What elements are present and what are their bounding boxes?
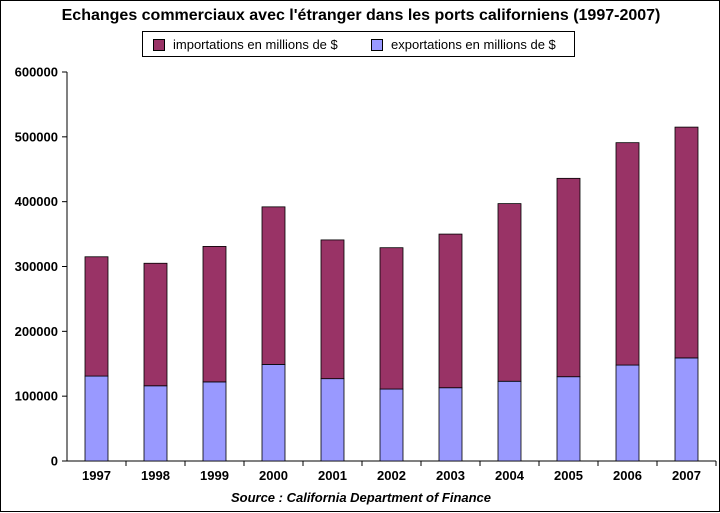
bar-importations-2006 <box>615 142 640 366</box>
bar-exportations-2001 <box>320 378 345 462</box>
chart-title: Echanges commerciaux avec l'étranger dan… <box>61 7 661 24</box>
y-tick-label: 500000 <box>15 129 58 144</box>
bar-exportations-2004 <box>497 380 522 462</box>
bar-exportations-1997 <box>84 375 109 462</box>
chart-legend: importations en millions de $ exportatio… <box>142 31 575 57</box>
bar-exportations-2007 <box>674 357 699 462</box>
legend-item-exportations: exportations en millions de $ <box>371 37 556 52</box>
bar-importations-2000 <box>261 206 286 365</box>
bar-importations-1997 <box>84 256 109 377</box>
x-tick-label: 2001 <box>318 468 347 483</box>
legend-item-importations: importations en millions de $ <box>153 37 338 52</box>
bar-importations-2007 <box>674 126 699 359</box>
y-tick-label: 400000 <box>15 194 58 209</box>
bar-exportations-1998 <box>143 385 168 462</box>
x-tick-label: 2007 <box>672 468 701 483</box>
legend-swatch-exportations <box>371 38 383 51</box>
x-tick-label: 1998 <box>141 468 170 483</box>
legend-swatch-importations <box>153 38 165 51</box>
y-tick-label: 600000 <box>15 65 58 80</box>
bar-exportations-2000 <box>261 363 286 462</box>
y-tick-label: 200000 <box>15 324 58 339</box>
legend-label-exportations: exportations en millions de $ <box>391 37 556 52</box>
y-tick-label: 300000 <box>15 259 58 274</box>
x-tick-label: 1999 <box>200 468 229 483</box>
bar-importations-2005 <box>556 177 581 378</box>
y-tick-label: 100000 <box>15 389 58 404</box>
x-tick-label: 1997 <box>82 468 111 483</box>
x-tick-label: 2004 <box>495 468 525 483</box>
bar-exportations-2003 <box>438 387 463 462</box>
chart-source: Source : California Department of Financ… <box>230 490 492 505</box>
x-tick-label: 2000 <box>259 468 288 483</box>
bar-exportations-2005 <box>556 376 581 462</box>
bar-importations-2001 <box>320 239 345 380</box>
bar-importations-1998 <box>143 262 168 387</box>
y-tick-label: 0 <box>51 454 58 469</box>
legend-label-importations: importations en millions de $ <box>173 37 338 52</box>
x-tick-label: 2003 <box>436 468 465 483</box>
bar-exportations-2002 <box>379 388 404 462</box>
x-tick-label: 2005 <box>554 468 583 483</box>
bar-importations-2002 <box>379 247 404 390</box>
bar-importations-1999 <box>202 246 227 383</box>
bar-importations-2004 <box>497 203 522 382</box>
bar-exportations-2006 <box>615 364 640 462</box>
x-tick-label: 2006 <box>613 468 642 483</box>
bar-exportations-1999 <box>202 381 227 462</box>
x-tick-label: 2002 <box>377 468 406 483</box>
bar-importations-2003 <box>438 233 463 389</box>
